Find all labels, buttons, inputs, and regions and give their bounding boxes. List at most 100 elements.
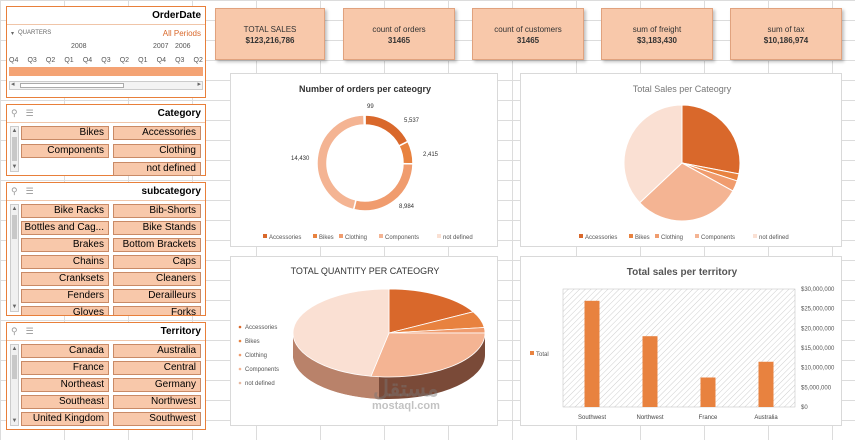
slicer-button[interactable]: Cleaners (113, 272, 201, 286)
pie3d-slice[interactable] (370, 332, 486, 378)
bar[interactable] (642, 336, 658, 407)
timeline-level[interactable]: QUARTERS (18, 30, 52, 36)
watermark-latin: mostaql.com (372, 400, 440, 412)
slicer-button[interactable]: Bottom Brackets (113, 238, 201, 252)
scroll-left-icon[interactable]: ◂ (11, 81, 15, 88)
quarter-label[interactable]: Q1 (138, 57, 148, 64)
territory-bar-chart[interactable]: Total sales per territory $0 $5,000,000 $10… (520, 256, 842, 426)
multi-select-icon[interactable]: ☰ (25, 108, 34, 118)
quarter-label[interactable]: Q4 (156, 57, 166, 64)
timeline-scrollbar[interactable]: ◂ ▸ (9, 81, 203, 90)
bar[interactable] (584, 300, 600, 407)
quarter-label[interactable]: Q2 (193, 57, 203, 64)
year-label-2006: 2006 (175, 43, 191, 50)
y-tick-label: $20,000,000 (801, 326, 835, 332)
chevron-down-icon[interactable]: ▾ (11, 31, 15, 37)
slicer-button[interactable]: Gloves (21, 306, 109, 315)
orderdate-timeline-slicer[interactable]: OrderDate ▾ QUARTERS All Periods 2008 20… (6, 6, 206, 98)
clear-filter-icon[interactable]: ⚲ (11, 186, 18, 196)
slicer-button[interactable]: Clothing (113, 144, 201, 158)
slicer-button[interactable]: not defined (113, 162, 201, 176)
legend-entry: Clothing (345, 235, 367, 241)
quarter-label[interactable]: Q2 (45, 57, 56, 64)
quarter-label[interactable]: Q2 (119, 57, 130, 64)
slicer-button[interactable]: Southwest (113, 412, 201, 426)
territory-buttons: Canada Australia France Central Northeast Ger… (21, 344, 201, 426)
quarter-label[interactable]: Q4 (82, 57, 93, 64)
legend-swatch (238, 353, 242, 357)
pie-slice[interactable] (623, 104, 683, 204)
timeline-scroll-thumb[interactable] (20, 83, 124, 88)
multi-select-icon[interactable]: ☰ (25, 326, 34, 336)
slicer-button[interactable]: Northwest (113, 395, 201, 409)
multi-select-icon[interactable]: ☰ (25, 186, 34, 196)
kpi-value: 31465 (516, 36, 540, 45)
doughnut-svg: Number of orders per cateogry 5,537 2,415 8… (263, 84, 473, 241)
legend-swatch (238, 367, 242, 371)
slicer-button[interactable]: Germany (113, 378, 201, 392)
pie3d-slice[interactable] (292, 288, 390, 377)
legend-swatch (579, 234, 583, 238)
bar[interactable] (758, 361, 774, 407)
quarter-label[interactable]: Q3 (101, 57, 111, 64)
slicer-button[interactable]: Chains (21, 255, 109, 269)
slicer-button[interactable]: Caps (113, 255, 201, 269)
scroll-thumb[interactable] (12, 137, 17, 161)
timeline-range-bar[interactable] (9, 67, 203, 76)
clear-filter-icon[interactable]: ⚲ (11, 326, 18, 336)
doughnut-slice[interactable] (316, 114, 366, 211)
sales-pie-chart[interactable]: Total Sales per Cateogry Accessories Bikes… (520, 73, 842, 247)
x-tick-label: Northwest (636, 415, 663, 421)
slicer-button[interactable]: France (21, 361, 109, 375)
slicer-button[interactable]: Fenders (21, 289, 109, 303)
slicer-button[interactable]: Bottles and Cag... (21, 221, 109, 235)
slicer-button[interactable]: Australia (113, 344, 201, 358)
slicer-button[interactable]: Bike Racks (21, 204, 109, 218)
scroll-up-icon[interactable]: ▲ (11, 128, 18, 134)
territory-slicer[interactable]: ⚲ ☰ Territory ▲ ▼ Canada Australia France Cen… (6, 322, 206, 430)
slicer-button[interactable]: Bib-Shorts (113, 204, 201, 218)
quarter-label[interactable]: Q4 (9, 57, 19, 64)
slicer-button[interactable]: Northeast (21, 378, 109, 392)
scroll-right-icon[interactable]: ▸ (197, 81, 201, 88)
quarter-label[interactable]: Q1 (64, 57, 74, 64)
pie3d-side-light (292, 333, 379, 399)
scroll-down-icon[interactable]: ▼ (11, 418, 18, 424)
slicer-button[interactable]: United Kingdom (21, 412, 109, 426)
slicer-button[interactable]: Brakes (21, 238, 109, 252)
data-label: 99 (367, 104, 374, 110)
pie3d-slice[interactable] (388, 288, 474, 334)
doughnut-slice[interactable] (364, 114, 409, 147)
scroll-down-icon[interactable]: ▼ (11, 304, 18, 310)
slicer-button[interactable]: Cranksets (21, 272, 109, 286)
quarter-label[interactable]: Q3 (175, 57, 185, 64)
quarter-label[interactable]: Q3 (27, 57, 37, 64)
orders-doughnut-chart[interactable]: Number of orders per cateogry 5,537 2,415 8… (230, 73, 498, 247)
scroll-thumb[interactable] (12, 355, 17, 379)
pie-slice[interactable] (681, 104, 741, 175)
slicer-button[interactable]: Derailleurs (113, 289, 201, 303)
slicer-button[interactable]: Components (21, 144, 109, 158)
slicer-button[interactable]: Southeast (21, 395, 109, 409)
doughnut-slice[interactable] (363, 114, 366, 126)
category-slicer[interactable]: ⚲ ☰ Category ▲ ▼ Bikes Accessories Component… (6, 104, 206, 176)
doughnut-slice[interactable] (397, 140, 414, 165)
scroll-up-icon[interactable]: ▲ (11, 206, 18, 212)
slicer-button[interactable]: Central (113, 361, 201, 375)
scroll-up-icon[interactable]: ▲ (11, 346, 18, 352)
clear-filter-icon[interactable]: ⚲ (11, 108, 18, 118)
slicer-button[interactable]: Bikes (21, 126, 109, 140)
slicer-button[interactable]: Accessories (113, 126, 201, 140)
legend-swatch (263, 234, 267, 238)
bar[interactable] (700, 377, 716, 408)
legend-entry: Clothing (245, 353, 267, 359)
slicer-button[interactable]: Canada (21, 344, 109, 358)
slicer-button[interactable]: Bike Stands (113, 221, 201, 235)
slicer-button[interactable]: Forks (113, 306, 201, 315)
subcategory-slicer[interactable]: ⚲ ☰ subcategory ▲ ▼ Bike Racks Bib-Shorts Bo… (6, 182, 206, 316)
scroll-down-icon[interactable]: ▼ (11, 164, 18, 170)
pie-slice[interactable] (639, 162, 734, 222)
all-periods-link[interactable]: All Periods (162, 29, 201, 38)
quantity-3d-pie-chart[interactable]: TOTAL QUANTITY PER CATEOGRY Accessories Bi… (230, 256, 498, 426)
scroll-thumb[interactable] (12, 215, 17, 239)
